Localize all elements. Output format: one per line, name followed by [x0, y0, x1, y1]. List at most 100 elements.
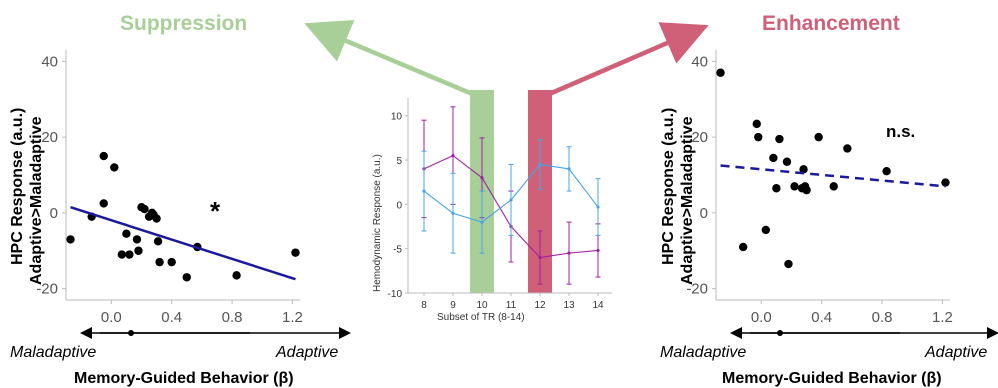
- left-data-point: [140, 204, 149, 214]
- left-zero-dot: [128, 330, 134, 336]
- left-regression-line: [70, 206, 296, 281]
- right-xtick-label: 0.0: [751, 309, 772, 326]
- left-data-point: [152, 214, 161, 223]
- left-significance-mark: *: [210, 196, 221, 226]
- right-data-point: [941, 178, 950, 187]
- left-data-point: [153, 237, 163, 246]
- right-scatter-panel: 40 20 0 -20 0.0 0.4 0.8 1.2 n.s. HPC Response …: [660, 50, 998, 387]
- left-xlabel: Memory-Guided Behavior (β): [74, 370, 294, 387]
- right-ylabel-line2: Adaptive>Maladaptive: [679, 116, 696, 285]
- center-xtick-label: 11: [506, 300, 517, 311]
- left-data-point: [167, 257, 176, 267]
- right-ytick-label: 40: [691, 53, 708, 70]
- right-ytick-label: -20: [686, 281, 708, 298]
- center-ytick-label: 5: [396, 156, 402, 167]
- center-data-point: [422, 189, 426, 193]
- center-ylabel: Hemodynamic Response (a.u.): [372, 154, 383, 292]
- right-zero-dot: [777, 330, 783, 336]
- center-data-point: [596, 248, 600, 253]
- right-data-point: [829, 182, 838, 191]
- right-significance-mark: n.s.: [886, 122, 915, 141]
- left-data-point: [122, 229, 131, 238]
- right-data-point: [738, 242, 748, 252]
- center-data-point: [480, 220, 484, 224]
- center-xtick-label: 8: [421, 300, 427, 311]
- left-ytick-label: 0: [50, 205, 58, 222]
- center-xtick-label: 9: [450, 300, 456, 311]
- right-data-point: [790, 182, 799, 191]
- right-ytick-label: 20: [691, 129, 708, 146]
- center-xtick-label: 12: [534, 300, 546, 311]
- center-ytick-label: -10: [388, 289, 403, 300]
- right-data-point: [752, 119, 761, 129]
- left-ytick-label: 20: [41, 129, 58, 146]
- left-xtick-label: 0.4: [161, 309, 182, 326]
- right-regression-line: [720, 164, 946, 188]
- left-ytick-label: -20: [36, 281, 58, 298]
- left-data-point: [132, 235, 142, 244]
- left-data-point: [125, 250, 134, 259]
- left-data-point: [117, 250, 127, 259]
- center-ytick-label: 0: [396, 200, 402, 211]
- right-xlabel: Memory-Guided Behavior (β): [722, 370, 942, 387]
- center-ytick-label: 10: [391, 112, 403, 123]
- left-xtick-label: 0.8: [222, 309, 243, 326]
- right-xtick-label: 1.2: [932, 309, 953, 326]
- right-data-point: [772, 184, 781, 193]
- left-ytick-label: 40: [41, 53, 58, 70]
- left-xtick-label: 0.0: [101, 309, 122, 326]
- right-data-point: [716, 68, 725, 77]
- left-ylabel-line1: HPC Response (a.u.): [9, 108, 26, 265]
- enhancement-title: Enhancement: [762, 12, 900, 35]
- right-data-point: [784, 259, 793, 269]
- right-data-point: [882, 167, 891, 176]
- center-xtick-label: 14: [592, 300, 604, 311]
- center-data-point: [509, 198, 513, 202]
- left-ylabel-line2: Adaptive>Maladaptive: [28, 116, 45, 285]
- suppression-arrow: [304, 19, 483, 101]
- suppression-title: Suppression: [120, 12, 247, 35]
- right-data-point: [799, 165, 808, 174]
- center-xtick-label: 10: [476, 300, 488, 311]
- left-maladaptive-label: Maladaptive: [10, 344, 96, 361]
- right-data-point: [782, 157, 792, 166]
- left-data-point: [99, 199, 108, 208]
- enhancement-arrow: [539, 22, 709, 101]
- right-xtick-label: 0.4: [811, 309, 832, 326]
- left-data-point: [110, 163, 119, 172]
- left-data-point: [232, 271, 241, 280]
- left-data-point: [291, 248, 300, 257]
- center-xtick-label: 13: [563, 300, 575, 311]
- right-data-point: [769, 153, 778, 163]
- center-data-point: [567, 167, 571, 171]
- right-xtick-label: 0.8: [872, 309, 893, 326]
- right-data-point: [802, 185, 811, 195]
- left-data-point: [99, 151, 108, 161]
- right-ytick-label: 0: [700, 205, 708, 222]
- left-data-point: [155, 257, 164, 267]
- left-data-point: [182, 273, 191, 282]
- center-data-point: [538, 255, 542, 260]
- center-line-panel: 10 5 0 -5 -10 8 9 10 11 12 13 14 Hemodynamic Respo…: [372, 90, 612, 323]
- left-scatter-panel: 40 20 0 -20 0.0 0.4 0.8 1.2 * HPC Response (a.…: [9, 50, 351, 387]
- center-xlabel: Subset of TR (8-14): [437, 312, 525, 323]
- center-data-point: [567, 251, 571, 255]
- right-data-point: [754, 132, 763, 142]
- right-data-point: [775, 134, 784, 144]
- right-data-point: [843, 144, 852, 153]
- center-data-point: [596, 205, 600, 209]
- left-adaptive-label: Adaptive: [275, 344, 338, 361]
- center-data-point: [451, 211, 455, 215]
- left-data-point: [134, 246, 143, 255]
- center-data-point: [480, 176, 484, 180]
- center-ytick-label: -5: [393, 245, 402, 256]
- center-data-point: [538, 162, 542, 167]
- right-data-point: [761, 225, 771, 235]
- right-adaptive-label: Adaptive: [924, 344, 987, 361]
- left-xtick-label: 1.2: [282, 309, 303, 326]
- center-data-point: [451, 154, 455, 158]
- right-ylabel-line1: HPC Response (a.u.): [660, 108, 677, 265]
- right-maladaptive-label: Maladaptive: [660, 344, 746, 361]
- right-data-point: [814, 132, 823, 142]
